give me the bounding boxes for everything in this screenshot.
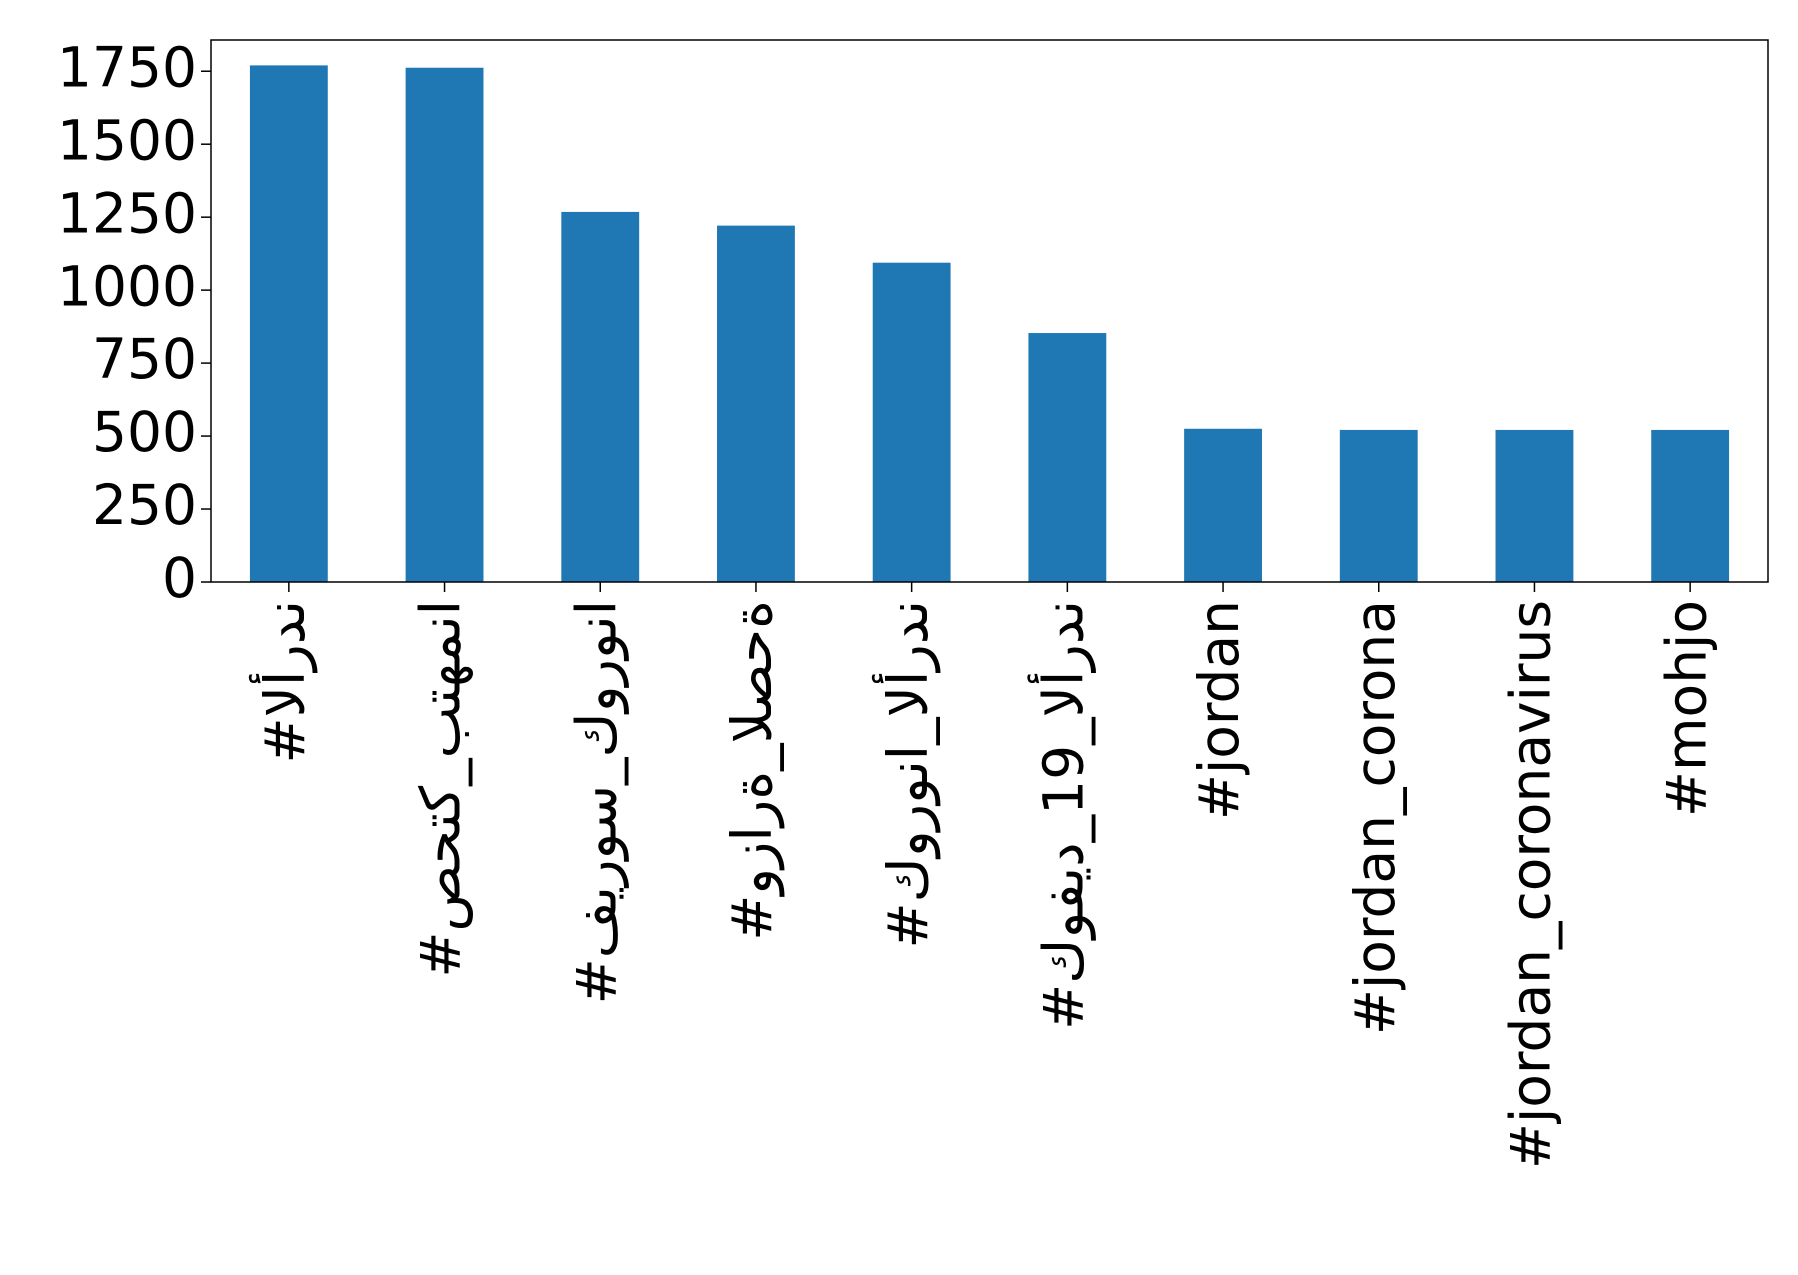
y-tick-label: 250 <box>92 473 197 537</box>
x-tick-label: #صحتك_بتهمنا <box>409 600 474 978</box>
bar <box>1028 333 1107 582</box>
x-tick-label: #كوفيد_19_الأردن <box>1027 600 1095 1030</box>
y-tick-label: 500 <box>92 400 197 464</box>
y-tick-label: 1000 <box>57 254 197 318</box>
bar <box>1651 429 1730 582</box>
bar <box>249 65 328 582</box>
y-tick-label: 0 <box>162 546 197 610</box>
bar <box>561 211 640 582</box>
y-tick-label: 1750 <box>57 35 197 99</box>
plot-frame <box>210 39 1769 583</box>
bar <box>872 262 951 582</box>
bar <box>717 225 795 583</box>
bar <box>1495 429 1574 582</box>
x-tick-label: #mohjo <box>1654 600 1718 817</box>
bar <box>1339 429 1418 582</box>
bar <box>1184 428 1262 582</box>
x-tick-label: #فيروس_كورونا <box>564 600 629 1004</box>
x-tick-label: #jordan <box>1187 600 1251 820</box>
x-tick-label: #jordan_coronavirus <box>1499 600 1563 1169</box>
y-tick-label: 1500 <box>57 108 197 172</box>
x-tick-label: #jordan_corona <box>1343 600 1407 1035</box>
y-tick-label: 750 <box>92 327 197 391</box>
bar <box>405 67 484 582</box>
x-tick-label: #كورونا_الأردن <box>872 600 941 948</box>
y-tick-label: 1250 <box>57 181 197 245</box>
x-tick-label: #الأردن <box>249 600 317 763</box>
x-tick-label: #وزارة_الصحة <box>720 600 785 941</box>
